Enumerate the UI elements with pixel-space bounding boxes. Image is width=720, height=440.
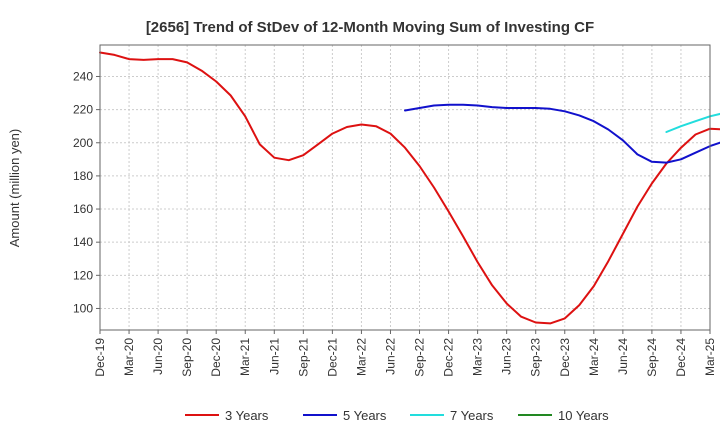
x-tick-label: Mar-21 (238, 338, 252, 376)
x-tick-label: Jun-21 (267, 338, 281, 375)
y-tick-label: 180 (73, 169, 93, 183)
legend-label-3-years: 3 Years (225, 408, 269, 423)
y-tick-label: 120 (73, 268, 93, 282)
x-axis-ticks: Dec-19 Mar-20 Jun-20 Sep-20 Dec-20 Mar-21 Jun-… (93, 330, 717, 377)
x-tick-label: Jun-24 (616, 338, 630, 375)
x-tick-label: Dec-21 (325, 338, 339, 377)
x-tick-label: Dec-19 (93, 338, 107, 377)
x-tick-label: Mar-23 (471, 338, 485, 376)
x-tick-label: Sep-24 (645, 338, 659, 377)
legend: 3 Years 5 Years 7 Years 10 Years (185, 408, 609, 423)
y-tick-label: 220 (73, 103, 93, 117)
legend-label-7-years: 7 Years (450, 408, 494, 423)
x-tick-label: Mar-22 (354, 338, 368, 376)
x-tick-label: Jun-20 (151, 338, 165, 375)
legend-label-10-years: 10 Years (558, 408, 609, 423)
x-tick-label: Sep-20 (180, 338, 194, 377)
plot-frame (99, 44, 711, 331)
y-tick-label: 240 (73, 69, 93, 83)
x-tick-label: Sep-22 (413, 338, 427, 377)
x-tick-label: Jun-22 (383, 338, 397, 375)
x-tick-label: Mar-25 (703, 338, 717, 376)
x-tick-label: Sep-23 (529, 338, 543, 377)
chart-title: [2656] Trend of StDev of 12-Month Moving… (146, 19, 594, 36)
x-tick-label: Dec-20 (209, 338, 223, 377)
series-line-3-years (99, 51, 720, 325)
y-tick-label: 100 (73, 301, 93, 315)
y-tick-label: 160 (73, 202, 93, 216)
grid (99, 45, 711, 330)
y-axis-label: Amount (million yen) (7, 129, 22, 248)
y-tick-label: 140 (73, 235, 93, 249)
x-tick-label: Mar-20 (122, 338, 136, 376)
series-line-5-years (404, 103, 720, 164)
legend-label-5-years: 5 Years (343, 408, 387, 423)
x-tick-label: Mar-24 (587, 338, 601, 376)
x-tick-label: Sep-21 (296, 338, 310, 377)
y-tick-label: 200 (73, 136, 93, 150)
series-line-7-years (665, 112, 720, 133)
series-lines (99, 51, 720, 325)
x-tick-label: Dec-23 (558, 338, 572, 377)
plot-area (100, 45, 710, 330)
y-axis-ticks: 100 120 140 160 180 200 220 240 (73, 69, 100, 315)
x-tick-label: Jun-23 (500, 338, 514, 375)
x-tick-label: Dec-22 (442, 338, 456, 377)
x-tick-label: Dec-24 (674, 338, 688, 377)
